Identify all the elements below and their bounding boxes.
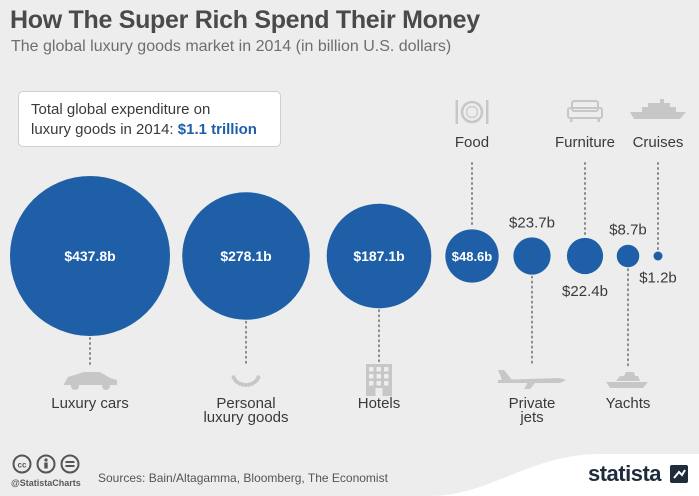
yacht-icon: [606, 372, 648, 388]
footer: cc @StatistaCharts Sources: Bain/Altagam…: [0, 446, 699, 496]
value-label-cruises: $1.2b: [639, 270, 677, 287]
by-icon: [36, 454, 56, 474]
bubble-furniture: [566, 237, 604, 275]
bubble-cruises: [653, 251, 663, 261]
plate-cutlery-icon: [455, 100, 489, 124]
cc-icon: cc: [12, 454, 32, 474]
value-label-private-jets: $23.7b: [509, 214, 555, 231]
category-label-private-jets: Private: [509, 395, 556, 412]
sofa-icon: [567, 100, 603, 122]
category-label-personal-luxury-goods: Personal: [216, 395, 275, 412]
category-label-private-jets: jets: [519, 409, 543, 426]
category-label-cruises: Cruises: [633, 134, 684, 151]
total-value: $1.1 trillion: [177, 121, 257, 138]
statista-logo: statista: [588, 461, 688, 487]
necklace-icon: [231, 375, 261, 388]
statista-logo-text: statista: [588, 461, 662, 486]
value-label-hotels: $187.1b: [353, 248, 404, 264]
total-box-prefix: luxury goods in 2014:: [31, 121, 178, 138]
value-label-personal-luxury-goods: $278.1b: [220, 248, 271, 264]
total-expenditure-box: Total global expenditure on luxury goods…: [18, 91, 281, 147]
value-label-furniture: $22.4b: [562, 283, 608, 300]
bubble-group-luxury-cars: $437.8b Luxury cars: [10, 176, 170, 412]
bubble-group-food: $48.6b Food: [445, 100, 499, 283]
value-label-food: $48.6b: [452, 249, 493, 264]
svg-text:cc: cc: [18, 461, 27, 470]
private-jet-icon: [498, 370, 566, 389]
sports-car-icon: [64, 372, 117, 390]
value-label-yachts: $8.7b: [609, 222, 647, 239]
category-label-yachts: Yachts: [606, 395, 651, 412]
category-label-food: Food: [455, 134, 489, 151]
total-box-line2: luxury goods in 2014: $1.1 trillion: [31, 120, 268, 140]
statista-logo-icon: [669, 465, 688, 483]
bubble-private-jets: [513, 237, 551, 275]
bubble-personal-luxury-goods: [182, 192, 310, 320]
category-label-luxury-cars: Luxury cars: [51, 395, 129, 412]
chart-subtitle: The global luxury goods market in 2014 (…: [11, 38, 452, 55]
license-icons: cc: [12, 454, 80, 474]
chart-title: How The Super Rich Spend Their Money: [10, 6, 480, 34]
nd-icon: [60, 454, 80, 474]
cruise-ship-icon: [630, 99, 686, 119]
total-box-line1: Total global expenditure on: [31, 101, 211, 118]
category-label-hotels: Hotels: [358, 395, 401, 412]
hotel-building-icon: [366, 364, 392, 396]
brand-wave-shape: [430, 454, 699, 496]
category-label-personal-luxury-goods: luxury goods: [203, 409, 288, 426]
twitter-handle: @StatistaCharts: [11, 478, 81, 488]
sources-note: Sources: Bain/Altagamma, Bloomberg, The …: [98, 471, 388, 485]
bubble-luxury-cars: [10, 176, 170, 336]
bubble-food: [445, 229, 499, 283]
bubble-group-yachts: $8.7b Yachts: [606, 222, 651, 412]
bubble-yachts: [616, 244, 640, 268]
bubble-group-cruises: $1.2b Cruises: [630, 99, 686, 287]
category-label-furniture: Furniture: [555, 134, 615, 151]
bubble-hotels: [326, 203, 432, 309]
bubble-group-furniture: $22.4b Furniture: [555, 100, 615, 300]
value-label-luxury-cars: $437.8b: [64, 248, 115, 264]
bubble-group-hotels: $187.1b Hotels: [326, 203, 432, 412]
